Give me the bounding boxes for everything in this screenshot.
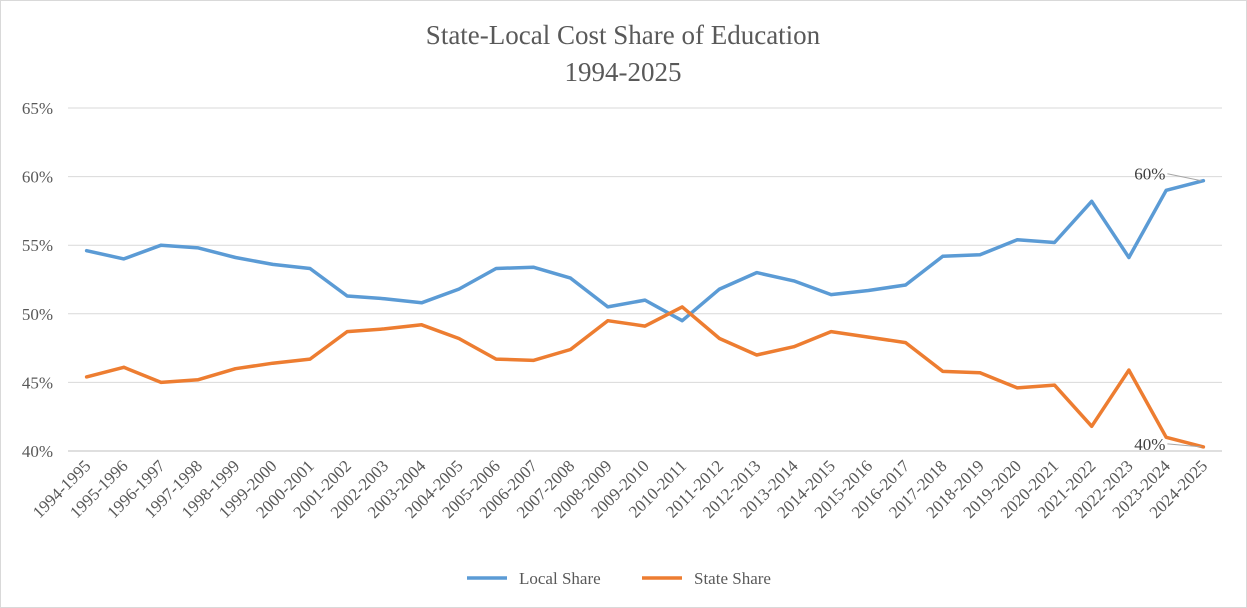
data-point (1201, 445, 1205, 449)
data-point (122, 365, 126, 369)
data-point (271, 262, 275, 266)
data-label: 40% (1134, 435, 1165, 454)
data-point (904, 341, 908, 345)
data-point (420, 301, 424, 305)
data-point (1015, 238, 1019, 242)
data-label-leader (1167, 443, 1202, 448)
data-point (1127, 256, 1131, 260)
legend-label: State Share (694, 569, 771, 588)
data-point (1090, 424, 1094, 428)
data-point (866, 335, 870, 339)
data-point (308, 357, 312, 361)
data-point (159, 380, 163, 384)
data-point (829, 293, 833, 297)
data-point (196, 378, 200, 382)
data-point (382, 327, 386, 331)
chart-title: State-Local Cost Share of Education (426, 20, 821, 50)
data-point (1127, 368, 1131, 372)
data-point (717, 287, 721, 291)
data-point (420, 323, 424, 327)
data-point (904, 283, 908, 287)
data-point (345, 330, 349, 334)
data-label: 60% (1134, 165, 1165, 184)
data-point (122, 257, 126, 261)
data-point (941, 254, 945, 258)
data-point (531, 358, 535, 362)
data-point (792, 279, 796, 283)
data-point (494, 357, 498, 361)
y-tick-label: 65% (22, 99, 53, 118)
data-point (308, 267, 312, 271)
data-point (457, 336, 461, 340)
y-tick-label: 60% (22, 168, 53, 187)
series-line-state-share (84, 305, 1206, 449)
data-label-leader (1167, 173, 1202, 182)
data-point (234, 256, 238, 260)
data-point (755, 353, 759, 357)
data-point (569, 347, 573, 351)
data-point (829, 330, 833, 334)
data-point (755, 271, 759, 275)
data-point (1164, 188, 1168, 192)
data-point (1052, 383, 1056, 387)
data-point (606, 305, 610, 309)
data-point (85, 375, 89, 379)
data-point (531, 265, 535, 269)
y-tick-label: 55% (22, 236, 53, 255)
y-tick-label: 45% (22, 373, 53, 392)
data-point (234, 367, 238, 371)
data-point (494, 267, 498, 271)
data-point (941, 369, 945, 373)
data-point (1052, 240, 1056, 244)
data-point (85, 249, 89, 253)
data-point (457, 287, 461, 291)
data-point (382, 297, 386, 301)
data-point (1201, 179, 1205, 183)
y-tick-label: 50% (22, 305, 53, 324)
data-point (606, 319, 610, 323)
data-point (159, 243, 163, 247)
data-point (680, 319, 684, 323)
data-point (271, 361, 275, 365)
data-point (978, 253, 982, 257)
data-point (978, 371, 982, 375)
data-point (792, 345, 796, 349)
data-point (1090, 199, 1094, 203)
data-point (643, 298, 647, 302)
data-point (196, 246, 200, 250)
data-point (569, 276, 573, 280)
data-point (866, 288, 870, 292)
chart-subtitle: 1994-2025 (565, 57, 682, 87)
data-point (680, 305, 684, 309)
data-point (643, 324, 647, 328)
data-point (1015, 386, 1019, 390)
legend-label: Local Share (519, 569, 601, 588)
data-point (345, 294, 349, 298)
data-point (717, 336, 721, 340)
y-tick-label: 40% (22, 442, 53, 461)
data-point (1164, 435, 1168, 439)
